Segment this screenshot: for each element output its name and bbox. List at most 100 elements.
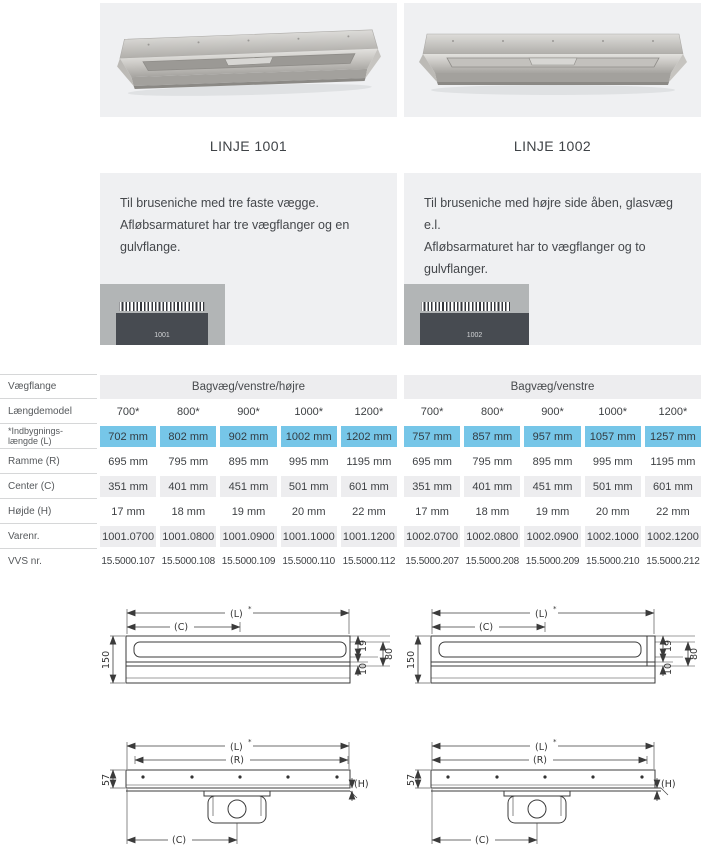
table-cell: 401 mm — [464, 476, 521, 497]
table-cell: 22 mm — [352, 505, 386, 518]
table-cell: 702 mm — [100, 426, 157, 447]
table-cell: 1200* — [354, 405, 384, 418]
shower-niche-area: 1001 — [116, 313, 208, 345]
table-row-vvs: VVS nr. 15.5000.107 15.5000.108 15.5000.10… — [0, 549, 712, 574]
table-cell: 1200* — [658, 405, 688, 418]
dim-label-star: * — [248, 738, 252, 746]
dim-label-H: (H) — [354, 779, 369, 790]
row-label-varenr: Varenr. — [0, 524, 97, 549]
product-column-linje-1002: LINJE 1002 Til bruseniche med højre side… — [404, 0, 701, 600]
table-cell: 700* — [420, 405, 444, 418]
product-title-1002: LINJE 1002 — [513, 138, 592, 154]
drain-grate-icon — [118, 300, 206, 313]
dim-label-80: 80 — [689, 648, 700, 660]
table-cell: 15.5000.207 — [405, 556, 459, 567]
table-cell: 1001.0900 — [220, 526, 277, 547]
table-cell: 15.5000.107 — [101, 556, 155, 567]
shower-niche-area: 1002 — [420, 313, 529, 345]
product-photo-box-1001 — [100, 3, 397, 117]
laengdemodel-cells-1001: 700* 800* 900* 1000* 1200* — [100, 399, 397, 424]
table-cell: 15.5000.212 — [646, 556, 700, 567]
dim-label-star: * — [248, 605, 252, 613]
dim-label-150: 150 — [406, 651, 417, 669]
table-cell: 802 mm — [160, 426, 217, 447]
table-cell: 1002.0700 — [404, 526, 461, 547]
table-cell: 19 mm — [231, 505, 266, 518]
table-row-hoejde: Højde (H) 17 mm 18 mm 19 mm 20 mm 22 mm 17 m… — [0, 499, 712, 524]
ramme-cells-1002: 695 mm 795 mm 895 mm 995 mm 1195 mm — [404, 449, 701, 474]
dim-label-C: (C) — [172, 835, 186, 846]
product-photo-1001 — [116, 29, 381, 96]
technical-drawing-plan-1002: (L) * (R) 57 (H) (C) — [406, 738, 676, 846]
table-cell: 1001.0700 — [100, 526, 157, 547]
flange-header-1001: Bagvæg/venstre/højre — [100, 374, 397, 399]
dim-label-C: (C) — [479, 622, 493, 633]
specification-table: Vægflange Bagvæg/venstre/højre Bagvæg/ve… — [0, 374, 712, 574]
table-cell: 18 mm — [171, 505, 206, 518]
product-description-1001: Til bruseniche med tre faste vægge. Aflø… — [120, 196, 350, 254]
table-cell: 902 mm — [220, 426, 277, 447]
flange-header-group-1001: Bagvæg/venstre/højre — [100, 374, 397, 399]
vvs-cells-1001: 15.5000.107 15.5000.108 15.5000.109 15.5000… — [100, 549, 397, 574]
dim-label-10: 10 — [358, 663, 369, 675]
product-description-1002: Til bruseniche med højre side åben, glas… — [424, 196, 673, 276]
table-cell: 15.5000.108 — [161, 556, 216, 567]
table-cell: 1001.1200 — [340, 526, 398, 547]
table-cell: 501 mm — [280, 476, 337, 497]
table-cell: 15.5000.210 — [586, 556, 640, 567]
table-cell: 15.5000.209 — [525, 556, 580, 567]
varenr-cells-1001: 1001.0700 1001.0800 1001.0900 1001.1000 1001… — [100, 524, 398, 549]
table-cell: 700* — [116, 405, 140, 418]
dim-label-star: * — [553, 605, 557, 613]
varenr-cells-1002: 1002.0700 1002.0800 1002.0900 1002.1000 1002… — [404, 524, 702, 549]
table-cell: 19 mm — [535, 505, 570, 518]
dim-label-C: (C) — [475, 835, 489, 846]
table-cell: 895 mm — [532, 455, 573, 468]
product-title-1001: LINJE 1001 — [209, 138, 288, 154]
table-cell: 401 mm — [160, 476, 217, 497]
table-cell: 20 mm — [291, 505, 326, 518]
diagram-label: 1001 — [154, 332, 170, 339]
technical-drawing-elevation-1001: (L) * (C) 150 19 80 10 — [101, 605, 395, 684]
product-photo-box-1002 — [404, 3, 701, 117]
table-cell: 757 mm — [404, 426, 461, 447]
flange-header-1002: Bagvæg/venstre — [404, 374, 701, 399]
table-cell: 795 mm — [168, 455, 209, 468]
row-label-vvs: VVS nr. — [8, 556, 42, 567]
center-cells-1002: 351 mm 401 mm 451 mm 501 mm 601 mm — [404, 474, 702, 499]
table-cell: 22 mm — [656, 505, 690, 518]
table-cell: 451 mm — [524, 476, 581, 497]
table-cell: 20 mm — [595, 505, 630, 518]
table-cell: 695 mm — [412, 455, 452, 468]
table-cell: 15.5000.109 — [221, 556, 276, 567]
table-cell: 1002.1200 — [644, 526, 702, 547]
table-cell: 1002.1000 — [584, 526, 641, 547]
dim-label-57: 57 — [101, 774, 112, 786]
table-cell: 601 mm — [340, 476, 398, 497]
table-cell: 957 mm — [524, 426, 581, 447]
table-cell: 1001.1000 — [280, 526, 337, 547]
table-cell: 800* — [176, 405, 200, 418]
dim-label-19: 19 — [358, 640, 369, 652]
row-label-hoejde: Højde (H) — [0, 499, 97, 524]
table-cell: 895 mm — [228, 455, 269, 468]
table-cell: 1001.0800 — [160, 526, 217, 547]
dim-label-80: 80 — [384, 648, 395, 660]
flange-header-group-1002: Bagvæg/venstre — [404, 374, 701, 399]
table-cell: 900* — [237, 405, 260, 418]
table-cell: 795 mm — [472, 455, 513, 468]
table-cell: 1000* — [598, 405, 628, 418]
dim-label-L: (L) — [230, 609, 243, 620]
row-label-vaegflange: Vægflange — [0, 374, 97, 399]
dim-label-R: (R) — [230, 755, 244, 766]
table-cell: 900* — [541, 405, 564, 418]
table-cell: 1002 mm — [280, 426, 337, 447]
dim-label-H: (H) — [661, 779, 676, 790]
center-cells-1001: 351 mm 401 mm 451 mm 501 mm 601 mm — [100, 474, 398, 499]
table-cell: 857 mm — [464, 426, 521, 447]
table-cell: 17 mm — [111, 505, 145, 518]
table-cell: 15.5000.110 — [282, 556, 336, 567]
table-cell: 995 mm — [592, 455, 633, 468]
table-cell: 1195 mm — [650, 455, 696, 468]
